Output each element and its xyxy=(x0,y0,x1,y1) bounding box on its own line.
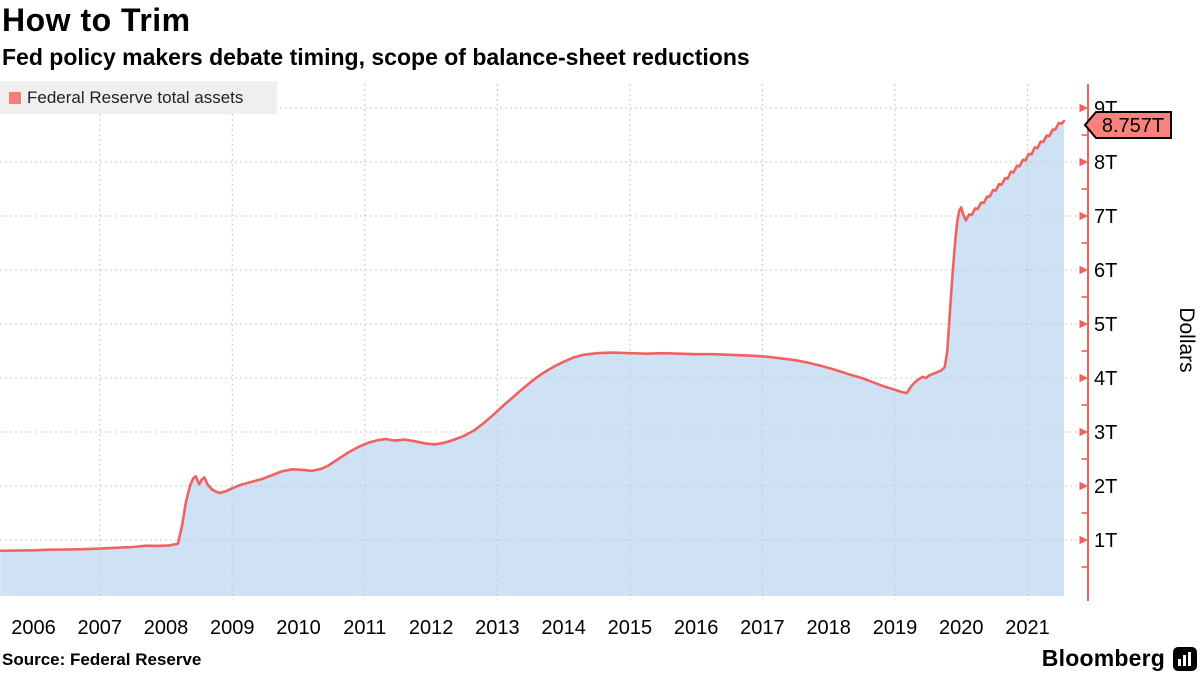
y-axis-tick xyxy=(1079,211,1088,221)
bloomberg-wordmark: Bloomberg xyxy=(1041,645,1165,671)
y-axis-tick-label: 2T xyxy=(1094,476,1117,498)
last-value-badge xyxy=(1083,111,1172,139)
legend-label: Federal Reserve total assets xyxy=(27,87,244,107)
last-value-label: 8.757T xyxy=(1102,115,1164,137)
y-axis-tick xyxy=(1079,103,1088,113)
y-axis-tick xyxy=(1079,157,1088,167)
y-axis-tick-label: 7T xyxy=(1094,206,1117,228)
y-axis-tick-label: 1T xyxy=(1094,530,1117,552)
y-axis-tick-label: 4T xyxy=(1094,368,1117,390)
page-title: How to Trim xyxy=(2,2,191,38)
y-axis-tick-label: 8T xyxy=(1094,152,1117,174)
legend-swatch-icon xyxy=(9,91,21,104)
y-axis-tick xyxy=(1079,427,1088,437)
y-axis-title: Dollars xyxy=(1175,307,1198,372)
y-axis-tick-label: 5T xyxy=(1094,314,1117,336)
series-line xyxy=(0,119,1066,553)
y-axis-tick xyxy=(1079,373,1088,383)
page-subtitle: Fed policy makers debate timing, scope o… xyxy=(2,44,750,70)
y-axis-tick xyxy=(1079,535,1088,545)
y-axis-tick-label: 3T xyxy=(1094,422,1117,444)
y-axis-tick xyxy=(1079,481,1088,491)
y-axis-tick xyxy=(1079,319,1088,329)
y-axis-tick xyxy=(1079,265,1088,275)
source-note: Source: Federal Reserve xyxy=(2,650,202,669)
area-fill xyxy=(0,121,1064,596)
brand-lockup: Bloomberg xyxy=(1042,645,1197,672)
y-axis-tick-label: 6T xyxy=(1094,260,1117,282)
legend: Federal Reserve total assets xyxy=(0,81,277,114)
bloomberg-terminal-icon xyxy=(1173,646,1197,671)
